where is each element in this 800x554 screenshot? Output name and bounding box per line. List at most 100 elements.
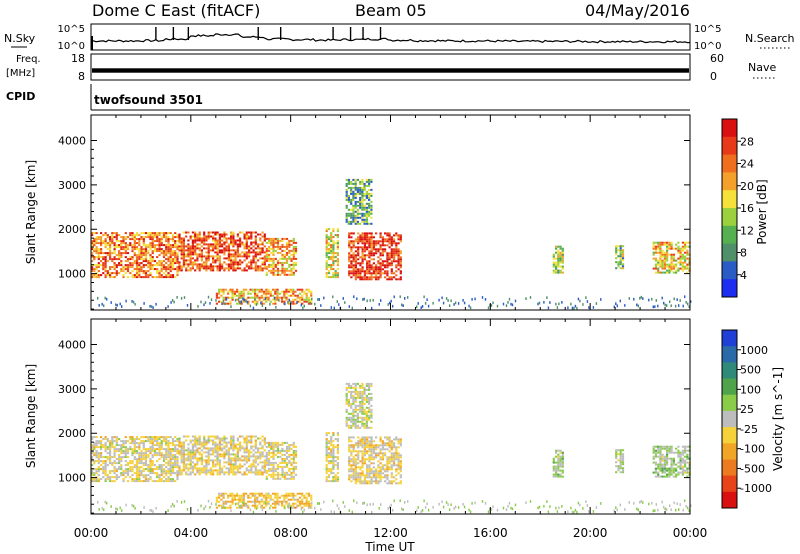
velocity-cell bbox=[363, 454, 366, 457]
velocity-cell bbox=[207, 471, 210, 474]
velocity-cell bbox=[140, 470, 143, 473]
freq-band bbox=[92, 68, 689, 73]
power-cell bbox=[330, 256, 333, 259]
power-cell bbox=[681, 261, 684, 264]
power-cell bbox=[214, 243, 217, 246]
velocity-cell bbox=[212, 441, 215, 444]
power-cell bbox=[393, 258, 396, 261]
power-cell bbox=[272, 253, 275, 256]
velocity-cell bbox=[138, 474, 141, 477]
velocity-cell bbox=[352, 444, 355, 447]
velocity-cell bbox=[165, 442, 168, 445]
power-cell bbox=[354, 210, 357, 213]
power-cell bbox=[332, 256, 335, 259]
power-cell bbox=[200, 239, 203, 242]
power-cell bbox=[363, 208, 366, 211]
power-cell bbox=[236, 255, 239, 258]
power-cell bbox=[663, 257, 666, 260]
power-cell bbox=[214, 261, 217, 264]
power-cell bbox=[207, 251, 210, 254]
power-cell bbox=[247, 296, 250, 299]
power-cell bbox=[276, 273, 280, 276]
power-cell bbox=[158, 232, 161, 235]
velocity-cell bbox=[330, 456, 333, 459]
power-cell bbox=[379, 272, 382, 275]
velocity-cell bbox=[366, 458, 369, 461]
velocity-cell bbox=[363, 392, 366, 395]
velocity-cell bbox=[245, 459, 248, 462]
power-cell bbox=[283, 292, 286, 295]
velocity-cell bbox=[366, 464, 369, 467]
velocity-cell bbox=[231, 498, 234, 501]
power-cell bbox=[283, 269, 286, 272]
power-cell bbox=[216, 249, 219, 252]
power-cell bbox=[115, 274, 118, 277]
power-cell bbox=[327, 242, 331, 245]
velocity-cell bbox=[97, 466, 100, 469]
power-cell bbox=[676, 298, 678, 301]
power-cell bbox=[205, 263, 208, 266]
velocity-cell bbox=[379, 474, 382, 477]
power-cell bbox=[336, 272, 339, 275]
power-cell bbox=[138, 242, 141, 245]
power-cell bbox=[363, 276, 366, 279]
velocity-cell bbox=[142, 436, 145, 439]
power-cell bbox=[661, 261, 664, 264]
velocity-cell bbox=[288, 449, 291, 452]
power-cell bbox=[285, 247, 289, 250]
power-cell bbox=[274, 298, 277, 301]
velocity-cell bbox=[144, 448, 148, 451]
power-cell bbox=[294, 261, 298, 264]
power-cell bbox=[245, 263, 248, 266]
power-cell bbox=[292, 292, 295, 295]
power-cell bbox=[103, 304, 105, 308]
velocity-cell bbox=[307, 502, 311, 505]
power-cell bbox=[395, 242, 398, 245]
velocity-cell bbox=[189, 457, 192, 460]
power-cell bbox=[352, 270, 355, 273]
velocity-cell bbox=[93, 480, 96, 483]
power-cell bbox=[245, 253, 248, 256]
velocity-cell bbox=[375, 480, 378, 483]
power-cell bbox=[133, 234, 136, 237]
power-cell bbox=[171, 274, 175, 277]
power-cell bbox=[230, 267, 233, 270]
power-cell bbox=[288, 245, 291, 248]
power-cell bbox=[325, 244, 328, 247]
power-cell bbox=[254, 261, 257, 264]
power-cell bbox=[274, 296, 277, 299]
velocity-cell bbox=[131, 440, 134, 443]
velocity-cell bbox=[281, 471, 284, 474]
velocity-cell bbox=[305, 504, 308, 507]
power-cell bbox=[165, 234, 168, 237]
velocity-cell bbox=[386, 476, 389, 479]
power-cell bbox=[666, 304, 668, 307]
power-cell bbox=[149, 248, 152, 251]
power-cell bbox=[687, 302, 689, 306]
power-cell bbox=[361, 178, 364, 181]
power-cell bbox=[370, 222, 373, 225]
power-cell bbox=[354, 278, 357, 281]
power-cell bbox=[555, 257, 558, 260]
velocity-cell bbox=[180, 449, 183, 452]
velocity-cell bbox=[230, 437, 233, 440]
power-cell bbox=[221, 245, 224, 248]
velocity-cell bbox=[194, 473, 197, 476]
power-cell bbox=[182, 247, 185, 250]
power-cell bbox=[149, 304, 151, 308]
velocity-cell bbox=[250, 435, 253, 438]
power-cell bbox=[126, 246, 130, 249]
power-cell bbox=[386, 258, 389, 261]
power-cell bbox=[366, 264, 369, 267]
velocity-cell bbox=[165, 444, 168, 447]
velocity-cell bbox=[97, 478, 100, 481]
velocity-cell bbox=[254, 465, 257, 468]
power-cell bbox=[250, 267, 253, 270]
power-cell bbox=[301, 296, 304, 299]
power-cell bbox=[399, 252, 402, 255]
power-cell bbox=[227, 247, 230, 250]
velocity-cell bbox=[223, 473, 226, 476]
power-cell bbox=[684, 265, 687, 268]
power-cell bbox=[158, 254, 161, 257]
velocity-cell bbox=[174, 480, 177, 483]
